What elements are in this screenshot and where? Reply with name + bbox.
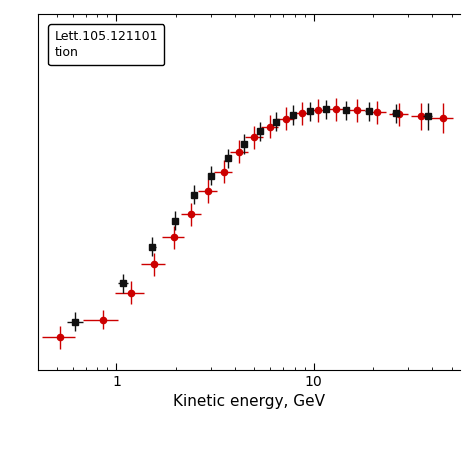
X-axis label: Kinetic energy, GeV: Kinetic energy, GeV <box>173 394 325 409</box>
Legend: Lett.105.121101, tion: Lett.105.121101, tion <box>48 24 164 65</box>
